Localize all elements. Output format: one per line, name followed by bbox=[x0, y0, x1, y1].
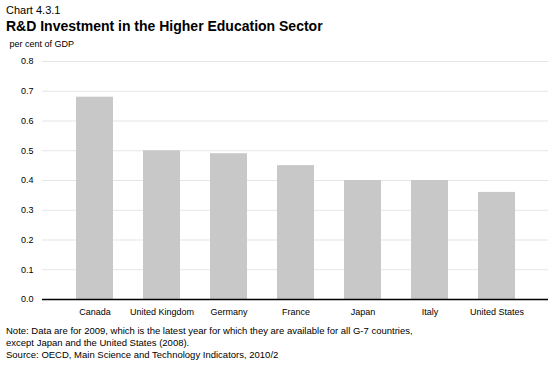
html-text:Source: OECD, Main Science and: Source: OECD, Main Science and Technolog… bbox=[6, 349, 279, 360]
html-text:except Japan and the United St: except Japan and the United States (2008… bbox=[6, 337, 190, 348]
svg-text:0.4: 0.4 bbox=[21, 175, 34, 185]
svg-text:United Kingdom: United Kingdom bbox=[130, 307, 194, 317]
svg-text:0.6: 0.6 bbox=[21, 116, 34, 126]
svg-text:0.3: 0.3 bbox=[21, 205, 34, 215]
html-text:R&D Investment in the Higher E: R&D Investment in the Higher Education S… bbox=[6, 18, 323, 34]
svg-text:0.8: 0.8 bbox=[21, 56, 34, 66]
svg-text:0.2: 0.2 bbox=[21, 235, 34, 245]
svg-text:Canada: Canada bbox=[79, 307, 111, 317]
svg-text:Germany: Germany bbox=[210, 307, 248, 317]
svg-text:0.7: 0.7 bbox=[21, 86, 34, 96]
html-text:Chart 4.3.1: Chart 4.3.1 bbox=[6, 4, 61, 16]
svg-text:France: France bbox=[282, 307, 310, 317]
svg-text:Japan: Japan bbox=[351, 307, 376, 317]
svg-text:0.1: 0.1 bbox=[21, 265, 34, 275]
svg-text:0.5: 0.5 bbox=[21, 146, 34, 156]
svg-text:0.0: 0.0 bbox=[21, 294, 34, 304]
svg-text:United States: United States bbox=[470, 307, 525, 317]
svg-text:per cent of GDP: per cent of GDP bbox=[10, 39, 75, 49]
svg-text:Italy: Italy bbox=[422, 307, 439, 317]
html-text:Note: Data are for 2009, which: Note: Data are for 2009, which is the la… bbox=[6, 325, 413, 336]
